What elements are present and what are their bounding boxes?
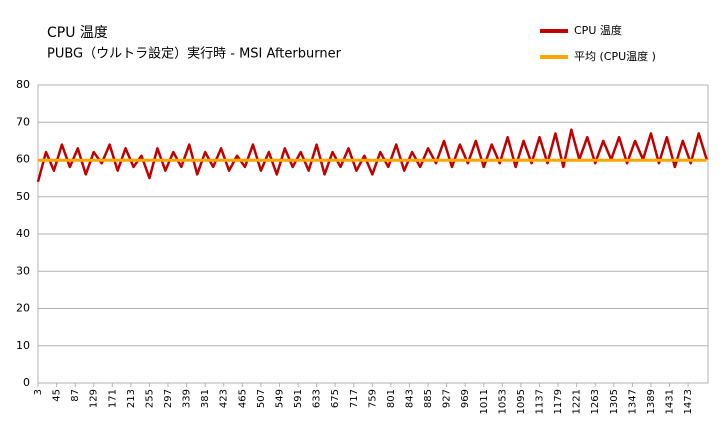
x-tick-label: 717 [349, 389, 360, 408]
y-tick-label: 0 [23, 376, 30, 389]
x-tick-label: 843 [404, 389, 415, 408]
y-tick-label: 70 [16, 115, 30, 128]
x-tick-label: 1431 [665, 389, 676, 414]
x-tick-label: 675 [330, 389, 341, 408]
x-tick-label: 1389 [646, 389, 657, 414]
chart-subtitle: PUBG（ウルトラ設定）実行時 - MSI Afterburner [47, 46, 342, 62]
x-tick-label: 759 [367, 389, 378, 408]
y-tick-label: 20 [16, 302, 30, 315]
x-tick-label: 927 [442, 389, 453, 408]
data-line [36, 128, 708, 183]
x-tick-label: 1095 [516, 389, 527, 414]
x-tick-label: 1221 [572, 389, 583, 414]
y-tick-label: 30 [16, 264, 30, 277]
x-tick-label: 1137 [535, 389, 546, 414]
y-tick-label: 50 [16, 190, 30, 203]
x-tick-label: 213 [126, 389, 137, 408]
x-tick-label: 591 [293, 389, 304, 408]
x-tick-label: 45 [52, 389, 63, 402]
y-tick-label: 10 [16, 339, 30, 352]
x-tick-label: 129 [89, 389, 100, 408]
x-tick-label: 1179 [553, 389, 564, 414]
x-tick-label: 1263 [590, 389, 601, 414]
x-tick-label: 1053 [497, 389, 508, 414]
x-tick-label: 87 [70, 389, 81, 402]
y-tick-label: 40 [16, 227, 30, 240]
y-tick-label: 80 [16, 78, 30, 91]
y-tick-label: 60 [16, 153, 30, 166]
x-tick-label: 507 [256, 389, 267, 408]
x-tick-label: 381 [200, 389, 211, 408]
x-tick-label: 171 [107, 389, 118, 408]
x-tick-label: 1473 [683, 389, 694, 414]
x-tick-label: 801 [386, 389, 397, 408]
x-tick-label: 1011 [479, 389, 490, 414]
x-tick-label: 255 [144, 389, 155, 408]
legend-label: 平均 (CPU温度 ) [574, 49, 656, 63]
legend-label: CPU 温度 [574, 23, 622, 37]
x-tick-label: 423 [219, 389, 230, 408]
x-tick-label: 3 [33, 389, 44, 395]
x-tick-label: 297 [163, 389, 174, 408]
x-tick-label: 633 [312, 389, 323, 408]
x-tick-label: 549 [274, 389, 285, 408]
x-tick-label: 465 [237, 389, 248, 408]
x-tick-label: 969 [460, 389, 471, 408]
chart-title: CPU 温度 [47, 25, 108, 41]
x-tick-label: 885 [423, 389, 434, 408]
x-tick-label: 339 [182, 389, 193, 408]
x-tick-label: 1347 [627, 389, 638, 414]
x-tick-label: 1305 [609, 389, 620, 414]
